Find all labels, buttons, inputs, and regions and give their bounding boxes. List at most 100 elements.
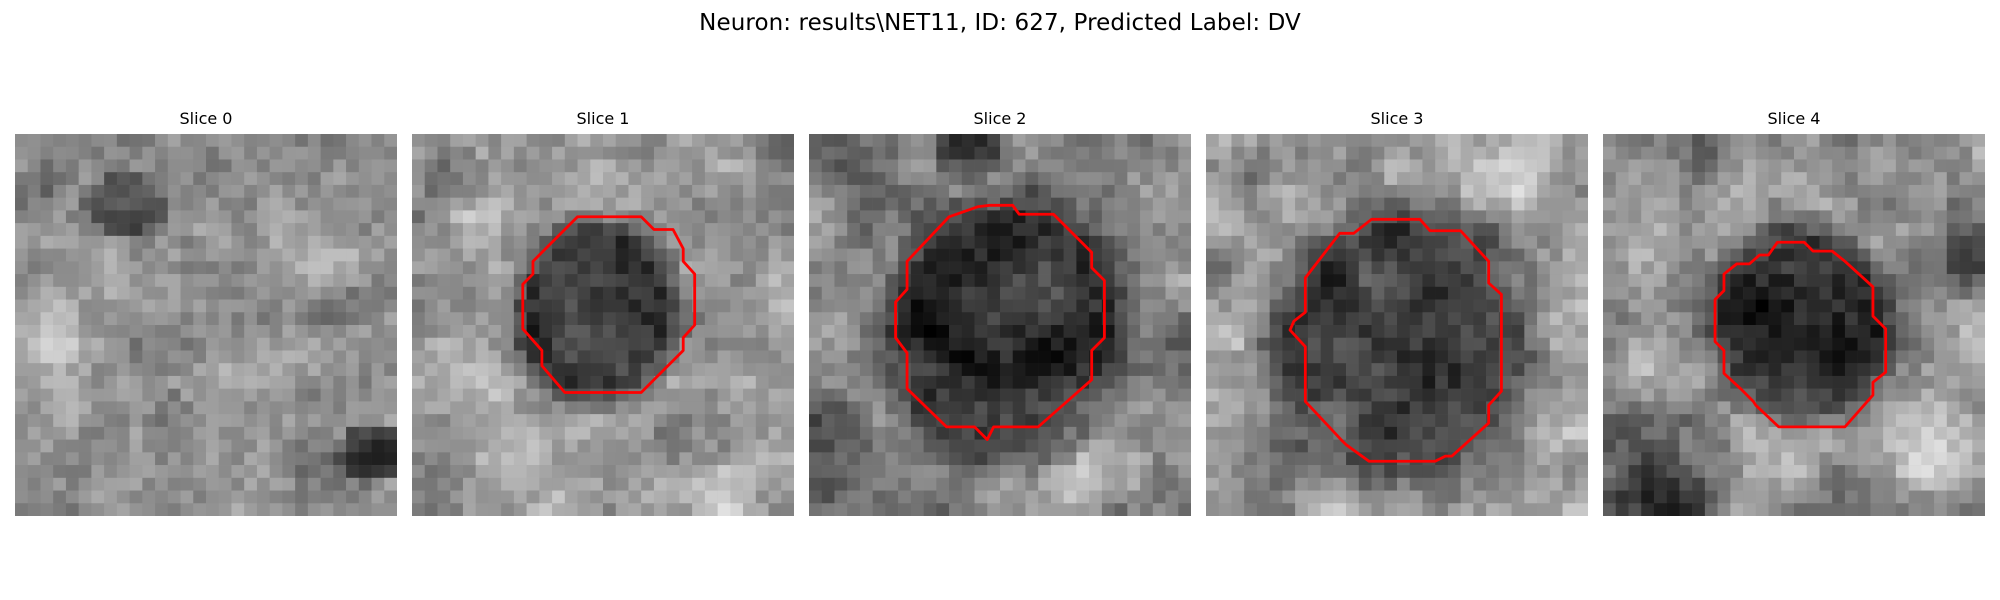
slice-pixel [206,248,219,262]
slice-pixel [564,146,578,160]
slice-pixel [653,452,667,466]
slice-pixel [1152,235,1166,249]
slice-pixel [180,134,194,147]
slice-pixel [320,248,334,262]
slice-pixel [834,184,848,198]
slice-pixel [1050,503,1064,516]
slice-pixel [1206,350,1219,364]
slice-pixel [1628,452,1642,466]
slice-pixel [821,375,835,389]
slice-pixel [1256,350,1270,364]
slice-pixel [1000,172,1013,186]
slice-pixel [859,286,873,300]
slice-pixel [1409,197,1423,211]
slice-pixel [743,197,757,211]
slice-pixel [859,248,873,262]
slice-pixel [358,299,372,313]
slice-pixel [1730,426,1744,440]
slice-pixel [1152,146,1166,160]
slice-pixel [1781,134,1795,147]
slice-pixel [1244,350,1258,364]
slice-pixel [577,299,591,313]
slice-pixel [1307,375,1321,389]
slice-pixel [692,197,706,211]
slice-pixel [717,337,731,351]
slice-pixel [193,452,207,466]
slice-pixel [1524,235,1538,249]
slice-pixel [1012,274,1026,288]
slice-pixel [949,452,963,466]
slice-pixel [244,134,258,147]
slice-pixel [231,235,245,249]
slice-pixel [1946,235,1960,249]
slice-pixel [1320,350,1334,364]
slice-pixel [91,235,105,249]
slice-pixel [307,426,321,440]
slice-pixel [653,197,667,211]
slice-pixel [1346,312,1360,326]
slice-pixel [218,299,232,313]
slice-pixel [1641,223,1655,237]
slice-pixel [1435,159,1449,173]
slice-pixel [590,248,604,262]
slice-pixel [1603,223,1616,237]
slice-pixel [1384,477,1398,491]
slice-pixel [1218,248,1232,262]
slice-pixel [1140,312,1154,326]
slice-pixel [1269,350,1283,364]
slice-pixel [450,439,464,453]
slice-pixel [269,261,283,275]
slice-pixel [53,248,67,262]
slice-pixel [295,261,309,275]
slice-pixel [462,134,476,147]
slice-pixel [475,401,489,415]
slice-pixel [1857,299,1871,313]
slice-pixel [412,490,425,504]
slice-pixel [282,248,296,262]
slice-pixel [1447,261,1461,275]
slice-pixel [129,159,143,173]
slice-pixel [1806,477,1820,491]
slice-pixel [295,325,309,338]
slice-pixel [987,223,1001,237]
slice-pixel [603,197,616,211]
slice-pixel [1063,401,1077,415]
slice-pixel [1895,350,1909,364]
slice-pixel [653,363,667,377]
slice-pixel [180,286,194,300]
slice-pixel [1768,210,1782,224]
slice-pixel [1076,325,1090,338]
slice-pixel [847,401,861,415]
slice-pixel [692,172,706,186]
slice-pixel [1384,286,1398,300]
slice-pixel [1524,325,1538,338]
slice-pixel [1908,312,1922,326]
slice-pixel [1562,248,1576,262]
slice-pixel [320,325,334,338]
slice-pixel [564,223,578,237]
slice-pixel [1206,274,1219,288]
slice-pixel [1755,337,1769,351]
slice-pixel [256,159,270,173]
slice-pixel [1244,197,1258,211]
slice-pixel [1218,350,1232,364]
slice-pixel [704,146,718,160]
slice-pixel [424,388,438,402]
slice-pixel [936,261,950,275]
slice-pixel [768,172,782,186]
slice-pixel [1447,172,1461,186]
slice-pixel [1743,235,1757,249]
slice-pixel [1832,159,1846,173]
slice-pixel [526,465,540,479]
slice-pixel [295,184,309,198]
slice-pixel [1883,503,1897,516]
slice-pixel [1666,426,1680,440]
slice-pixel [1806,503,1820,516]
slice-pixel [218,325,232,338]
slice-pixel [679,210,693,224]
slice-pixel [590,299,604,313]
slice-pixel [1806,274,1820,288]
slice-pixel [27,350,41,364]
slice-pixel [1127,325,1141,338]
slice-pixel [1256,286,1270,300]
